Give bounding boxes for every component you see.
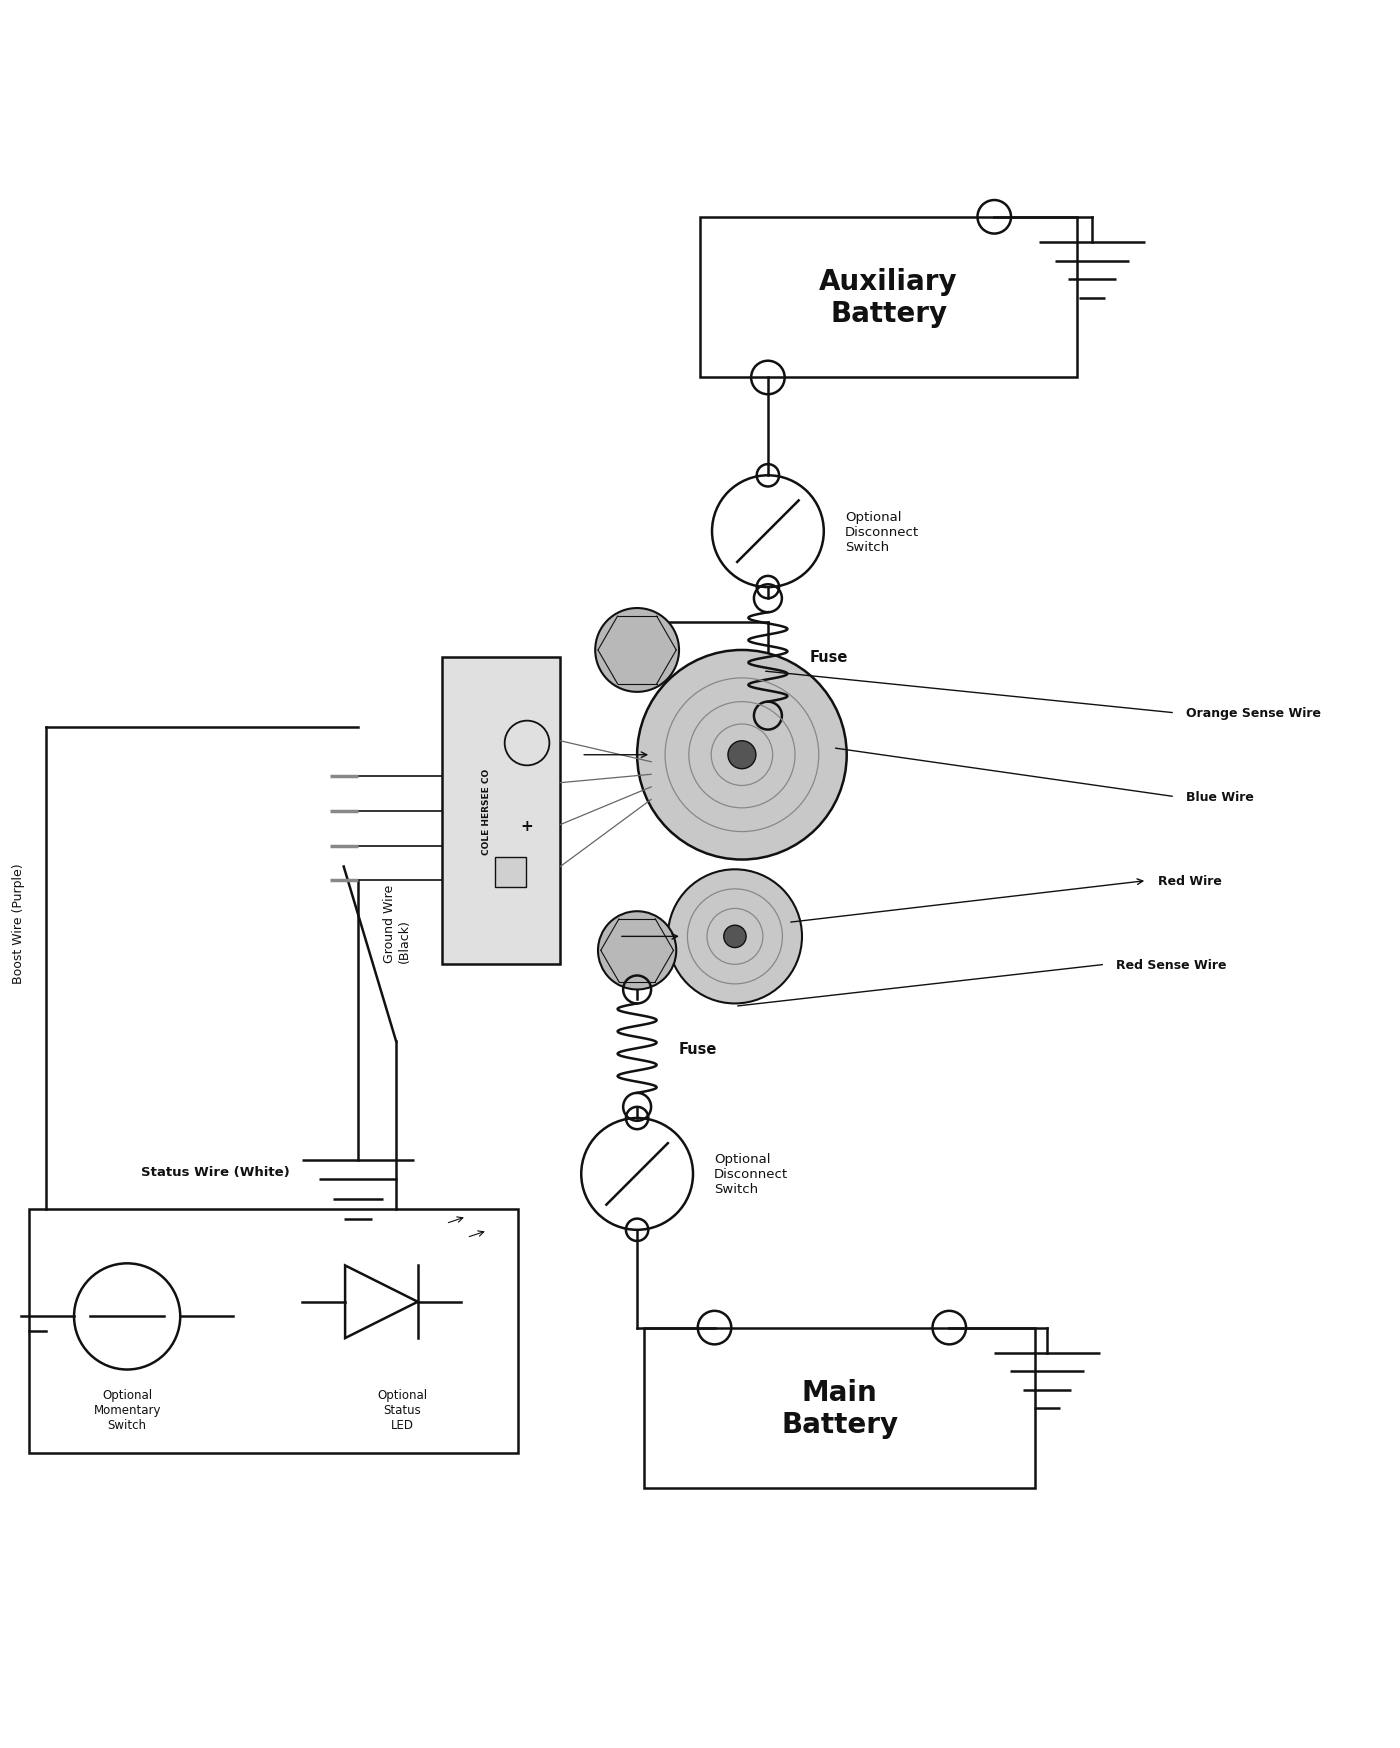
Text: Auxiliary
Battery: Auxiliary Battery <box>819 267 958 329</box>
Circle shape <box>637 650 847 860</box>
Circle shape <box>595 608 679 692</box>
Text: Blue Wire: Blue Wire <box>1186 790 1254 804</box>
FancyBboxPatch shape <box>29 1210 518 1454</box>
FancyBboxPatch shape <box>496 857 525 888</box>
Text: Fuse: Fuse <box>679 1042 717 1056</box>
Text: COLE HERSEE CO: COLE HERSEE CO <box>482 767 491 855</box>
Text: Red Wire: Red Wire <box>1158 874 1222 888</box>
Text: Main
Battery: Main Battery <box>781 1377 899 1439</box>
Text: Optional
Status
LED: Optional Status LED <box>378 1388 427 1432</box>
Circle shape <box>728 741 756 769</box>
Text: Optional
Disconnect
Switch: Optional Disconnect Switch <box>714 1152 788 1196</box>
Text: Boost Wire (Purple): Boost Wire (Purple) <box>11 862 25 982</box>
Text: Status Wire (White): Status Wire (White) <box>141 1166 290 1178</box>
Circle shape <box>668 871 802 1003</box>
Text: Fuse: Fuse <box>809 650 848 664</box>
Text: Ground Wire
(Black): Ground Wire (Black) <box>382 884 410 961</box>
Circle shape <box>724 926 746 947</box>
Text: Optional
Momentary
Switch: Optional Momentary Switch <box>94 1388 161 1432</box>
Text: Optional
Disconnect
Switch: Optional Disconnect Switch <box>844 510 918 554</box>
Text: Orange Sense Wire: Orange Sense Wire <box>1186 706 1322 720</box>
Circle shape <box>598 912 676 989</box>
Text: +: + <box>521 820 533 834</box>
FancyBboxPatch shape <box>700 218 1077 378</box>
FancyBboxPatch shape <box>441 657 560 965</box>
FancyBboxPatch shape <box>644 1328 1036 1489</box>
Text: Red Sense Wire: Red Sense Wire <box>1116 958 1226 972</box>
